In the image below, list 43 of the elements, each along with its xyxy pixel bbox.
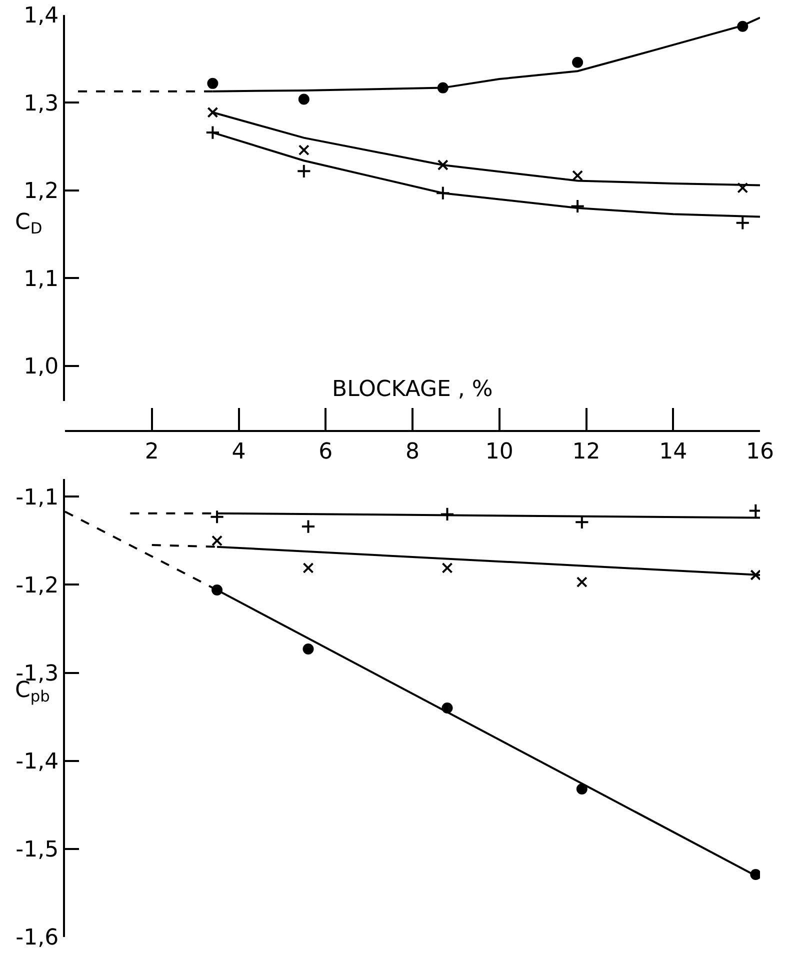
y-tick-label: -1,5 [16,838,59,863]
point [572,56,584,68]
point [576,576,588,588]
point [576,784,588,795]
x-tick-label: 12 [572,439,600,464]
point [212,535,223,546]
point [296,164,312,178]
point [735,216,750,230]
x-tick-label: 14 [659,439,688,464]
y-tick-label: 1,1 [24,266,59,292]
x-tick-label: 10 [485,439,514,464]
point [298,144,310,156]
point [436,186,450,200]
point [437,160,448,171]
point [298,94,310,105]
point [572,170,584,182]
point [302,643,314,654]
point [302,562,314,574]
y-tick-label: -1,1 [16,485,59,510]
point [205,125,220,140]
point [300,519,316,534]
point [440,506,455,522]
point [207,78,218,89]
x-tick-label: 8 [406,439,420,464]
y-tick-label: 1,3 [24,91,59,116]
y-tick-label: -1,4 [16,750,59,775]
y-tick-label: 1,0 [24,354,59,380]
y-tick-label: 1,2 [24,179,59,204]
y-tick-label: -1,6 [16,926,59,951]
x-axis-title: BLOCKAGE , % [332,377,493,402]
point [570,198,585,214]
x-tick-label: 16 [746,439,774,464]
x-tick-label: 6 [318,439,333,464]
y-tick-label: 1,4 [24,4,59,29]
y-tick-label: -1,2 [16,573,59,598]
point [442,562,453,574]
point [750,570,760,580]
x-tick-label: 2 [144,439,159,464]
x-tick-label: 4 [232,439,246,464]
y-axis-title: C$_{D}$ [15,210,42,238]
point [207,106,218,118]
point [210,510,224,524]
point [737,182,748,194]
